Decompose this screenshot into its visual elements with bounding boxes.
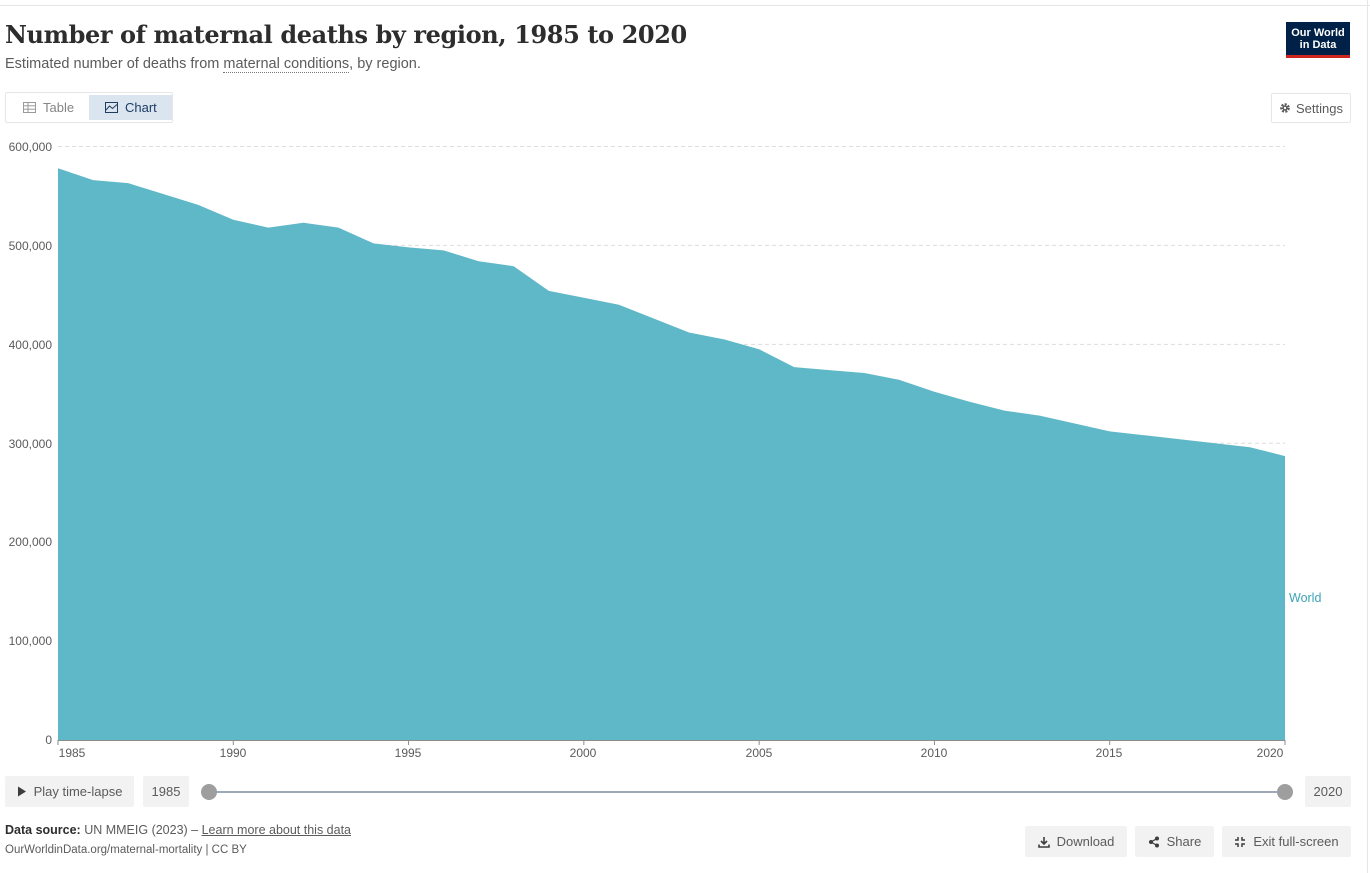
exit-fullscreen-button[interactable]: Exit full-screen [1222,826,1351,857]
y-tick-label: 300,000 [8,437,52,451]
chart-url: OurWorldinData.org/maternal-mortality | … [5,844,247,856]
view-tabs: Table Chart [5,92,173,123]
area-series-world[interactable] [58,168,1285,741]
right-divider [1367,0,1368,873]
table-icon [23,102,36,113]
chart-title: Number of maternal deaths by region, 198… [5,20,687,49]
chart-subtitle: Estimated number of deaths from maternal… [5,56,421,73]
settings-label: Settings [1296,100,1343,116]
y-tick-label: 200,000 [8,535,52,549]
share-label: Share [1166,834,1202,849]
tab-chart[interactable]: Chart [89,95,172,120]
tab-table-label: Table [43,100,75,115]
subtitle-suffix: , by region. [349,56,421,72]
y-tick-label: 600,000 [8,140,52,154]
x-tick-label: 1985 [58,746,86,760]
tab-table[interactable]: Table [6,93,89,122]
x-tick-label: 2010 [920,746,948,760]
download-button[interactable]: Download [1025,826,1127,857]
settings-button[interactable]: Settings [1271,93,1351,123]
logo-line-1: Our World [1291,27,1345,39]
share-button[interactable]: Share [1135,826,1214,857]
top-divider [0,5,1370,6]
chart-icon [105,102,118,113]
exit-fullscreen-label: Exit full-screen [1253,834,1339,849]
y-tick-label: 100,000 [8,634,52,648]
x-tick-label: 2000 [569,746,597,760]
timeline-start-handle[interactable] [201,784,217,800]
timeline-end-handle[interactable] [1277,784,1293,800]
download-icon [1037,836,1050,848]
data-source: Data source: UN MMEIG (2023) – Learn mor… [5,823,351,837]
series-label-world[interactable]: World [1289,591,1322,605]
learn-more-link[interactable]: Learn more about this data [201,823,352,837]
x-tick-label: 2015 [1095,746,1123,760]
x-tick-label: 1990 [219,746,247,760]
tab-chart-label: Chart [125,100,157,115]
timeline-end-year[interactable]: 2020 [1305,776,1351,807]
play-label: Play time-lapse [33,784,123,799]
x-tick-label: 2005 [745,746,773,760]
x-tick-label: 2020 [1256,746,1284,760]
download-label: Download [1056,834,1115,849]
play-timelapse-button[interactable]: Play time-lapse [5,776,134,807]
x-tick-label: 1995 [394,746,422,760]
maternal-conditions-link[interactable]: maternal conditions [223,56,350,73]
logo-line-2: in Data [1299,39,1337,51]
timeline-start-year[interactable]: 1985 [143,776,189,807]
source-text: UN MMEIG (2023) – [80,823,202,837]
play-icon [17,786,26,797]
share-icon [1148,836,1159,847]
owid-logo[interactable]: Our World in Data [1286,22,1350,58]
source-label: Data source: [5,823,81,837]
gear-icon [1280,103,1290,113]
exit-fullscreen-icon [1235,836,1246,847]
y-tick-label: 0 [45,733,52,747]
timeline-track[interactable] [209,791,1285,793]
subtitle-prefix: Estimated number of deaths from [5,56,224,72]
y-tick-label: 400,000 [8,338,52,352]
y-tick-label: 500,000 [8,239,52,253]
